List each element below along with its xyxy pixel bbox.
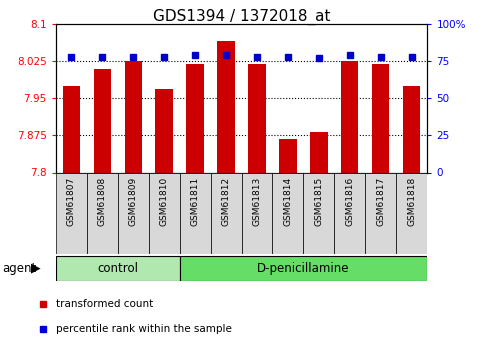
Text: GSM61811: GSM61811 [190,177,199,226]
FancyBboxPatch shape [56,256,180,281]
Text: GSM61808: GSM61808 [98,177,107,226]
Text: GSM61809: GSM61809 [128,177,138,226]
Text: GSM61810: GSM61810 [159,177,169,226]
FancyBboxPatch shape [242,172,272,254]
Text: control: control [97,262,138,275]
FancyBboxPatch shape [56,172,86,254]
FancyBboxPatch shape [397,172,427,254]
Bar [94,69,111,172]
Text: ▶: ▶ [31,262,41,275]
Bar [280,139,297,172]
FancyBboxPatch shape [149,172,180,254]
Bar [156,89,172,172]
Bar [403,86,421,172]
FancyBboxPatch shape [366,172,397,254]
Text: GSM61813: GSM61813 [253,177,261,226]
Bar [217,41,235,172]
Text: D-penicillamine: D-penicillamine [257,262,350,275]
FancyBboxPatch shape [334,172,366,254]
Text: percentile rank within the sample: percentile rank within the sample [56,324,231,334]
Bar [341,61,358,172]
FancyBboxPatch shape [211,172,242,254]
Text: GSM61814: GSM61814 [284,177,293,226]
Text: agent: agent [2,262,37,275]
Bar [186,64,203,172]
FancyBboxPatch shape [86,172,117,254]
Text: GSM61817: GSM61817 [376,177,385,226]
Text: GSM61807: GSM61807 [67,177,75,226]
Text: GSM61812: GSM61812 [222,177,230,226]
Text: GDS1394 / 1372018_at: GDS1394 / 1372018_at [153,9,330,25]
FancyBboxPatch shape [117,172,149,254]
Bar [62,86,80,172]
Bar [125,61,142,172]
FancyBboxPatch shape [180,256,427,281]
FancyBboxPatch shape [272,172,303,254]
FancyBboxPatch shape [180,172,211,254]
Text: GSM61816: GSM61816 [345,177,355,226]
Bar [372,64,389,172]
Bar [248,64,266,172]
Text: transformed count: transformed count [56,299,153,309]
Bar [311,132,327,172]
Text: GSM61818: GSM61818 [408,177,416,226]
FancyBboxPatch shape [303,172,334,254]
Text: GSM61815: GSM61815 [314,177,324,226]
